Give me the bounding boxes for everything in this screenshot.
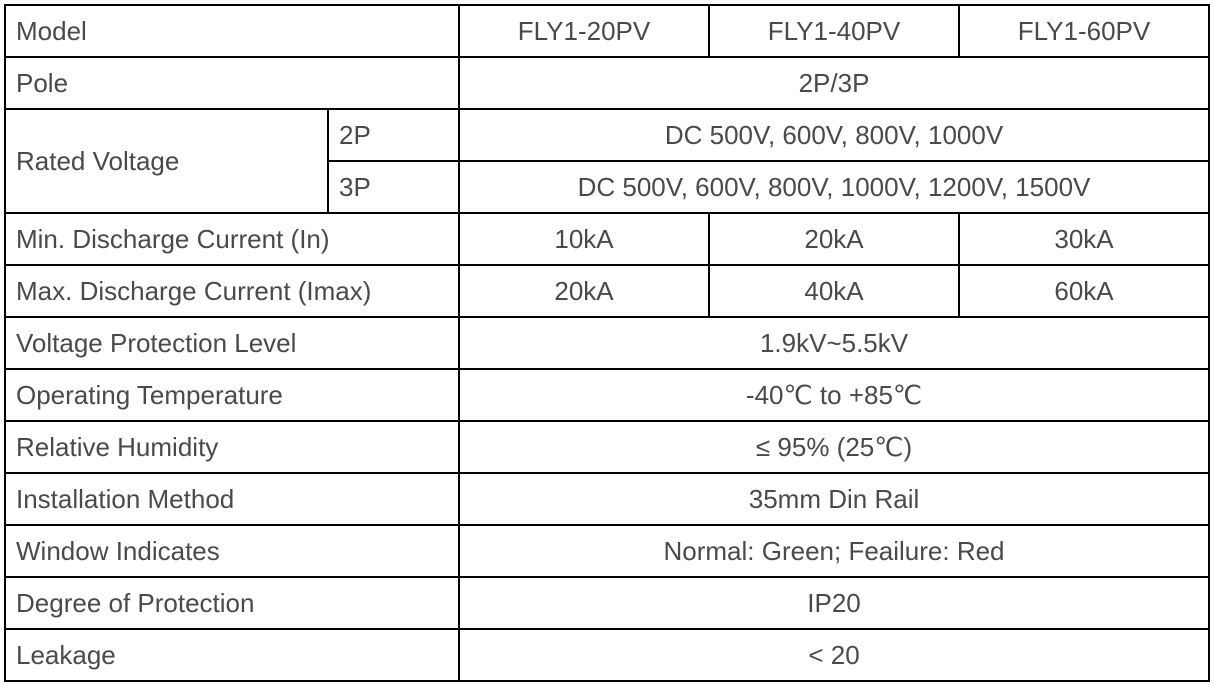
operating-temp-value: -40℃ to +85℃ [459, 369, 1209, 421]
table-row-protection-degree: Degree of Protection IP20 [5, 577, 1209, 629]
min-discharge-2: 30kA [959, 213, 1209, 265]
min-discharge-0: 10kA [459, 213, 709, 265]
leakage-value: < 20 [459, 629, 1209, 681]
protection-degree-label: Degree of Protection [5, 577, 459, 629]
table-row-window-indicates: Window Indicates Normal: Green; Feailure… [5, 525, 1209, 577]
protection-degree-value: IP20 [459, 577, 1209, 629]
operating-temp-label: Operating Temperature [5, 369, 459, 421]
max-discharge-1: 40kA [709, 265, 959, 317]
rated-voltage-label: Rated Voltage [5, 109, 328, 213]
header-label: Model [5, 5, 459, 57]
table-row-operating-temp: Operating Temperature -40℃ to +85℃ [5, 369, 1209, 421]
spec-table: Model FLY1-20PV FLY1-40PV FLY1-60PV Pole… [4, 4, 1210, 682]
install-method-label: Installation Method [5, 473, 459, 525]
table-row-header: Model FLY1-20PV FLY1-40PV FLY1-60PV [5, 5, 1209, 57]
leakage-label: Leakage [5, 629, 459, 681]
rated-voltage-2p-value: DC 500V, 600V, 800V, 1000V [459, 109, 1209, 161]
min-discharge-label: Min. Discharge Current (In) [5, 213, 459, 265]
voltage-protection-label: Voltage Protection Level [5, 317, 459, 369]
table-row-min-discharge: Min. Discharge Current (In) 10kA 20kA 30… [5, 213, 1209, 265]
rated-voltage-3p-value: DC 500V, 600V, 800V, 1000V, 1200V, 1500V [459, 161, 1209, 213]
pole-value: 2P/3P [459, 57, 1209, 109]
table-row-humidity: Relative Humidity ≤ 95% (25℃) [5, 421, 1209, 473]
max-discharge-0: 20kA [459, 265, 709, 317]
model-0: FLY1-20PV [459, 5, 709, 57]
model-2: FLY1-60PV [959, 5, 1209, 57]
table-row-install-method: Installation Method 35mm Din Rail [5, 473, 1209, 525]
table-row-max-discharge: Max. Discharge Current (Imax) 20kA 40kA … [5, 265, 1209, 317]
table-row-voltage-protection: Voltage Protection Level 1.9kV~5.5kV [5, 317, 1209, 369]
max-discharge-label: Max. Discharge Current (Imax) [5, 265, 459, 317]
table-row-leakage: Leakage < 20 [5, 629, 1209, 681]
humidity-value: ≤ 95% (25℃) [459, 421, 1209, 473]
max-discharge-2: 60kA [959, 265, 1209, 317]
table-row-pole: Pole 2P/3P [5, 57, 1209, 109]
window-indicates-value: Normal: Green; Feailure: Red [459, 525, 1209, 577]
install-method-value: 35mm Din Rail [459, 473, 1209, 525]
humidity-label: Relative Humidity [5, 421, 459, 473]
min-discharge-1: 20kA [709, 213, 959, 265]
rated-voltage-3p-label: 3P [328, 161, 459, 213]
model-1: FLY1-40PV [709, 5, 959, 57]
window-indicates-label: Window Indicates [5, 525, 459, 577]
voltage-protection-value: 1.9kV~5.5kV [459, 317, 1209, 369]
pole-label: Pole [5, 57, 459, 109]
table-row-rated-voltage-2p: Rated Voltage 2P DC 500V, 600V, 800V, 10… [5, 109, 1209, 161]
rated-voltage-2p-label: 2P [328, 109, 459, 161]
